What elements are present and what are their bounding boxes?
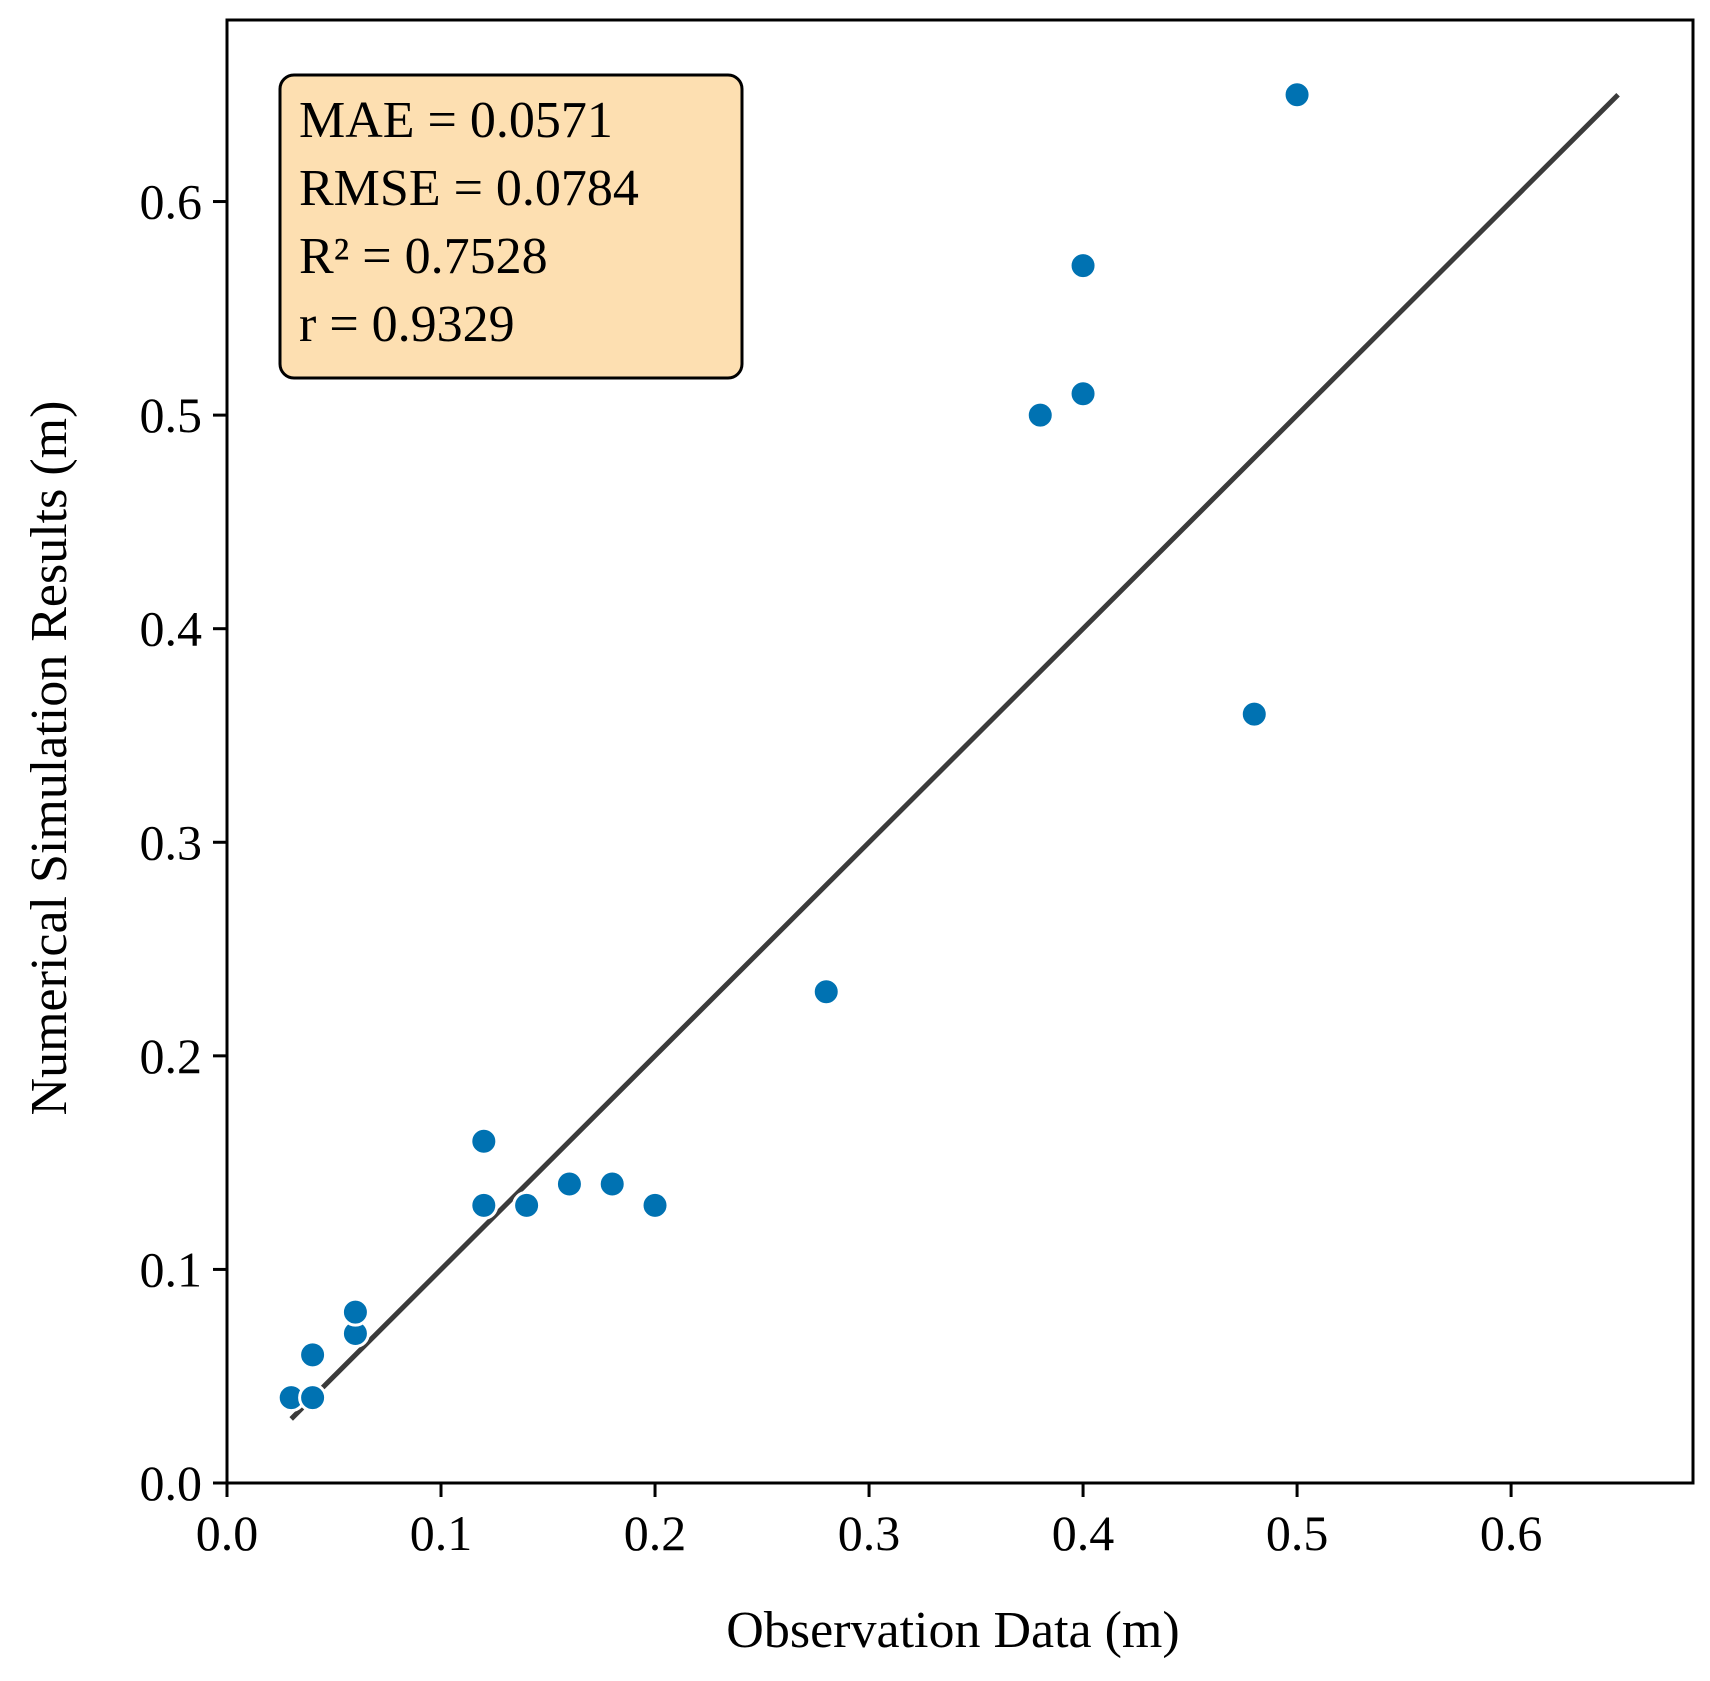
data-point	[597, 1169, 627, 1199]
reference-line	[289, 92, 1620, 1421]
data-point	[469, 1190, 499, 1220]
data-point	[1282, 80, 1312, 110]
y-tick-label: 0.0	[140, 1455, 203, 1511]
plot-area	[276, 80, 1620, 1421]
stats-r-squared: R² = 0.7528	[299, 228, 548, 285]
y-tick-label: 0.5	[140, 387, 203, 443]
data-point	[340, 1297, 370, 1327]
x-tick-label: 0.1	[410, 1505, 473, 1561]
x-tick-label: 0.4	[1052, 1505, 1115, 1561]
stats-box: MAE = 0.0571 RMSE = 0.0784 R² = 0.7528 r…	[278, 73, 744, 380]
x-tick-label: 0.2	[624, 1505, 687, 1561]
stats-mae: MAE = 0.0571	[299, 92, 613, 149]
x-tick-label: 0.0	[196, 1505, 259, 1561]
stats-pearson-r: r = 0.9329	[299, 296, 515, 353]
y-tick-label: 0.1	[140, 1241, 203, 1297]
plot-frame	[225, 18, 1695, 1485]
stats-box-background	[278, 73, 744, 380]
data-point	[298, 1340, 328, 1370]
x-tick-label: 0.6	[1480, 1505, 1543, 1561]
data-point	[1025, 400, 1055, 430]
y-tick-label: 0.3	[140, 814, 203, 870]
data-point	[554, 1169, 584, 1199]
data-point	[469, 1126, 499, 1156]
y-tick-label: 0.2	[140, 1028, 203, 1084]
x-tick-label: 0.3	[838, 1505, 901, 1561]
x-axis-title: Observation Data (m)	[726, 1602, 1179, 1659]
axes: 0.0 0.1 0.2 0.3 0.4 0.5 0.6 0.0 0.1 0.2 0.3 0.4 0.5 0…	[140, 18, 1695, 1561]
y-tick-label: 0.4	[140, 601, 203, 657]
data-point	[512, 1190, 542, 1220]
data-point	[640, 1190, 670, 1220]
data-point	[811, 977, 841, 1007]
data-point	[298, 1383, 328, 1413]
data-point	[1068, 251, 1098, 281]
data-point	[1239, 699, 1269, 729]
stats-rmse: RMSE = 0.0784	[299, 160, 639, 217]
x-tick-label: 0.5	[1266, 1505, 1329, 1561]
y-axis-title: Numerical Simulation Results (m)	[21, 401, 78, 1116]
data-point	[1068, 379, 1098, 409]
y-tick-label: 0.6	[140, 174, 203, 230]
